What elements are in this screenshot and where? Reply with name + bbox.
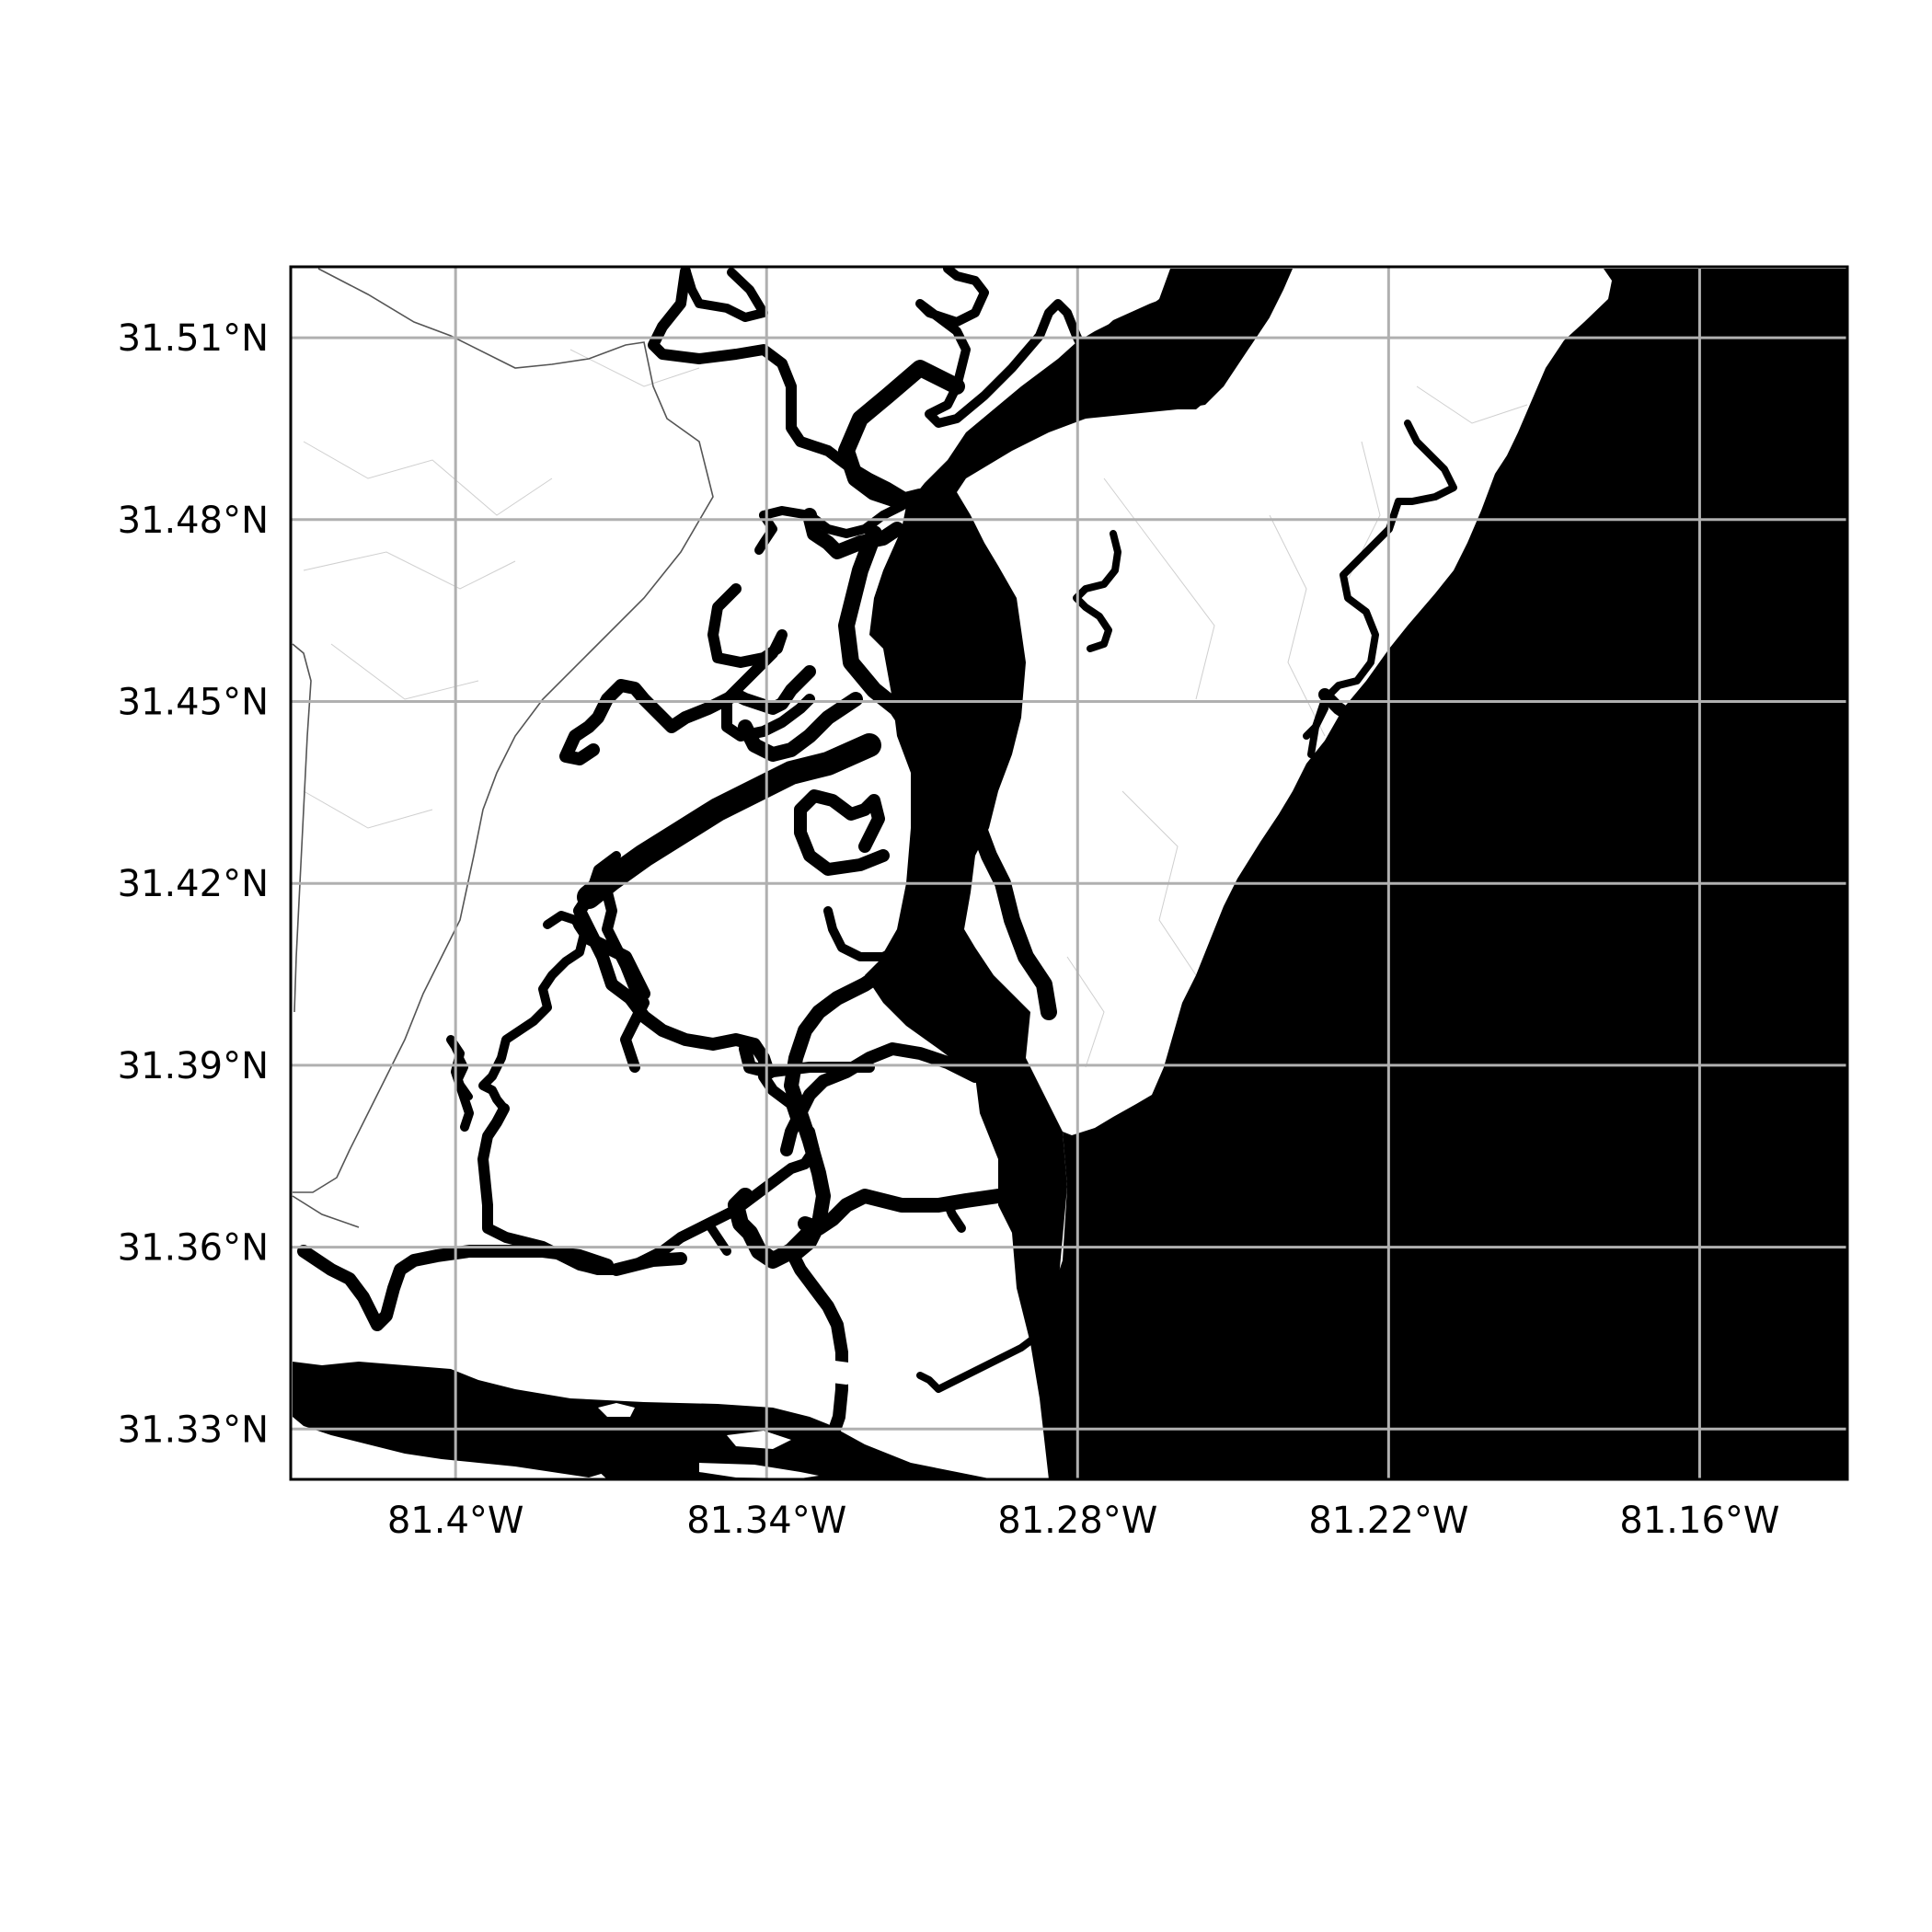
y-tick-label: 31.39°N [118,1045,269,1087]
x-tick-label: 81.22°W [1308,1500,1468,1542]
y-axis-ticks: 31.51°N 31.48°N 31.45°N 31.42°N 31.39°N 31.36… [118,317,269,1451]
y-tick-label: 31.45°N [118,682,269,724]
x-tick-label: 81.16°W [1619,1500,1779,1542]
x-tick-label: 81.34°W [686,1500,846,1542]
y-tick-label: 31.48°N [118,500,269,542]
north-way-road [292,643,312,1013]
y-tick-label: 31.42°N [118,863,269,905]
x-tick-label: 81.4°W [387,1500,524,1542]
roads [292,268,714,1228]
south-river [293,1362,994,1479]
grid [291,267,1847,1479]
north-river [1049,276,1270,423]
islands [598,1352,869,1478]
x-axis-ticks: 81.4°W 81.34°W 81.28°W 81.22°W 81.16°W [387,1500,1780,1542]
tidal-channels [297,267,1457,1442]
fort-king-road [292,1195,360,1228]
y-tick-label: 31.33°N [118,1409,269,1451]
map-area[interactable] [292,267,1847,1479]
doboy-sound [865,269,1293,1479]
x-tick-label: 81.28°W [997,1500,1157,1542]
map-frame [289,265,1849,1481]
south-river-2 [293,1371,607,1478]
ridge-road [293,268,714,1193]
ocean [1049,269,1847,1479]
y-tick-label: 31.51°N [118,317,269,360]
y-tick-label: 31.36°N [118,1227,269,1270]
